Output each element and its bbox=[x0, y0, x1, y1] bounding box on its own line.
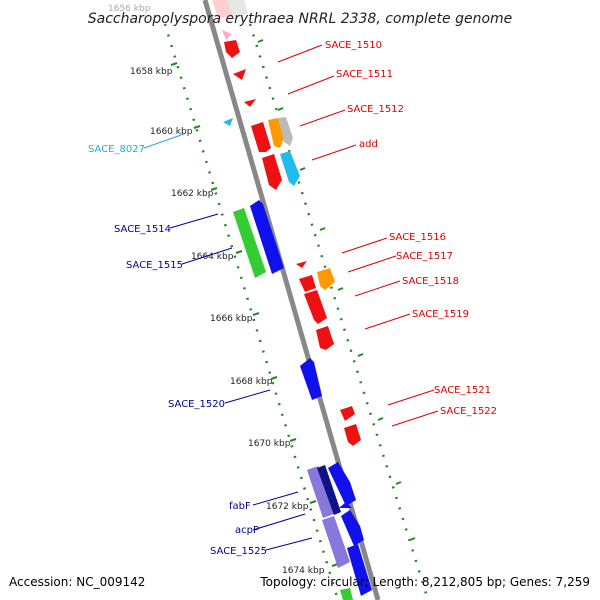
scale-label-1658: 1658 kbp bbox=[130, 67, 173, 77]
gene-SACE_1518[interactable] bbox=[299, 275, 316, 292]
label-SACE_1522[interactable]: SACE_1522 bbox=[440, 406, 497, 417]
label-SACE_1516[interactable]: SACE_1516 bbox=[389, 232, 446, 243]
label-SACE_1517[interactable]: SACE_1517 bbox=[396, 251, 453, 262]
gene-SACE_1511[interactable] bbox=[233, 69, 246, 80]
gene-SACE_1521[interactable] bbox=[340, 406, 355, 421]
gene-SACE_1522[interactable] bbox=[344, 424, 361, 446]
label-SACE_8027[interactable]: SACE_8027 bbox=[88, 144, 145, 155]
right-track-ticks bbox=[257, 39, 416, 541]
label-SACE_1512[interactable]: SACE_1512 bbox=[347, 104, 404, 115]
label-SACE_1510[interactable]: SACE_1510 bbox=[325, 40, 382, 51]
gene-SACE_1519[interactable] bbox=[304, 290, 327, 324]
label-SACE_1518[interactable]: SACE_1518 bbox=[402, 276, 459, 287]
scale-label-1668: 1668 kbp bbox=[230, 377, 273, 387]
gene-blue-1674[interactable] bbox=[347, 544, 372, 596]
scale-label-1674: 1674 kbp bbox=[282, 566, 325, 576]
gene-SACE_1512[interactable] bbox=[244, 99, 256, 107]
gene-green-1674[interactable] bbox=[340, 588, 353, 600]
scale-label-1656: 1656 kbp bbox=[108, 4, 151, 14]
label-SACE_1520[interactable]: SACE_1520 bbox=[168, 399, 225, 410]
gene-SACE_1520[interactable] bbox=[300, 358, 322, 400]
scale-label-1672: 1672 kbp bbox=[266, 502, 309, 512]
accession-label: Accession: NC_009142 bbox=[9, 575, 145, 589]
gene-fabF-navy[interactable] bbox=[317, 465, 341, 515]
scale-label-1664: 1664 kbp bbox=[191, 252, 234, 262]
gene-red-1660a[interactable] bbox=[251, 122, 271, 152]
gene-SACE_1516[interactable] bbox=[296, 261, 307, 268]
label-SACE_1525[interactable]: SACE_1525 bbox=[210, 546, 267, 557]
scale-ticks bbox=[170, 62, 339, 567]
gene-fabF[interactable] bbox=[307, 466, 334, 518]
genome-title: Saccharopolyspora erythraea NRRL 2338, c… bbox=[88, 11, 513, 27]
genome-summary: Topology: circular; Length: 8,212,805 bp… bbox=[259, 575, 590, 589]
label-SACE_1511[interactable]: SACE_1511 bbox=[336, 69, 393, 80]
gene-SACE_1519b[interactable] bbox=[316, 326, 334, 350]
gene-SACE_8027[interactable] bbox=[223, 118, 233, 126]
gene-faded-top-2[interactable] bbox=[226, 0, 248, 16]
gene-faded-top-1[interactable] bbox=[212, 0, 232, 18]
gene-SACE_1517[interactable] bbox=[317, 268, 335, 290]
label-connectors bbox=[143, 44, 439, 551]
scale-label-1666: 1666 kbp bbox=[210, 314, 253, 324]
label-add[interactable]: add bbox=[359, 139, 378, 150]
scale-label-1662: 1662 kbp bbox=[171, 189, 214, 199]
scale-label-1660: 1660 kbp bbox=[150, 127, 193, 137]
gene-gray-1660[interactable] bbox=[278, 117, 293, 146]
gene-SACE_1514[interactable] bbox=[233, 208, 266, 278]
gene-blue-1672[interactable] bbox=[328, 462, 356, 506]
label-SACE_1521[interactable]: SACE_1521 bbox=[434, 385, 491, 396]
label-SACE_1515[interactable]: SACE_1515 bbox=[126, 260, 183, 271]
label-SACE_1514[interactable]: SACE_1514 bbox=[114, 224, 171, 235]
gene-add[interactable] bbox=[280, 151, 300, 186]
gene-SACE_1510[interactable] bbox=[224, 40, 240, 58]
gene-blue-1525[interactable] bbox=[341, 510, 364, 546]
gene-pink-small[interactable] bbox=[222, 30, 232, 40]
outer-track-left bbox=[163, 23, 340, 600]
gene-acpP[interactable] bbox=[339, 502, 352, 508]
label-fabF[interactable]: fabF bbox=[229, 501, 251, 512]
gene-SACE_1515[interactable] bbox=[250, 200, 284, 274]
gene-red-add[interactable] bbox=[262, 154, 282, 190]
gene-SACE_1525[interactable] bbox=[322, 516, 350, 568]
label-acpP[interactable]: acpP bbox=[235, 525, 259, 536]
scale-label-1670: 1670 kbp bbox=[248, 439, 291, 449]
label-SACE_1519[interactable]: SACE_1519 bbox=[412, 309, 469, 320]
